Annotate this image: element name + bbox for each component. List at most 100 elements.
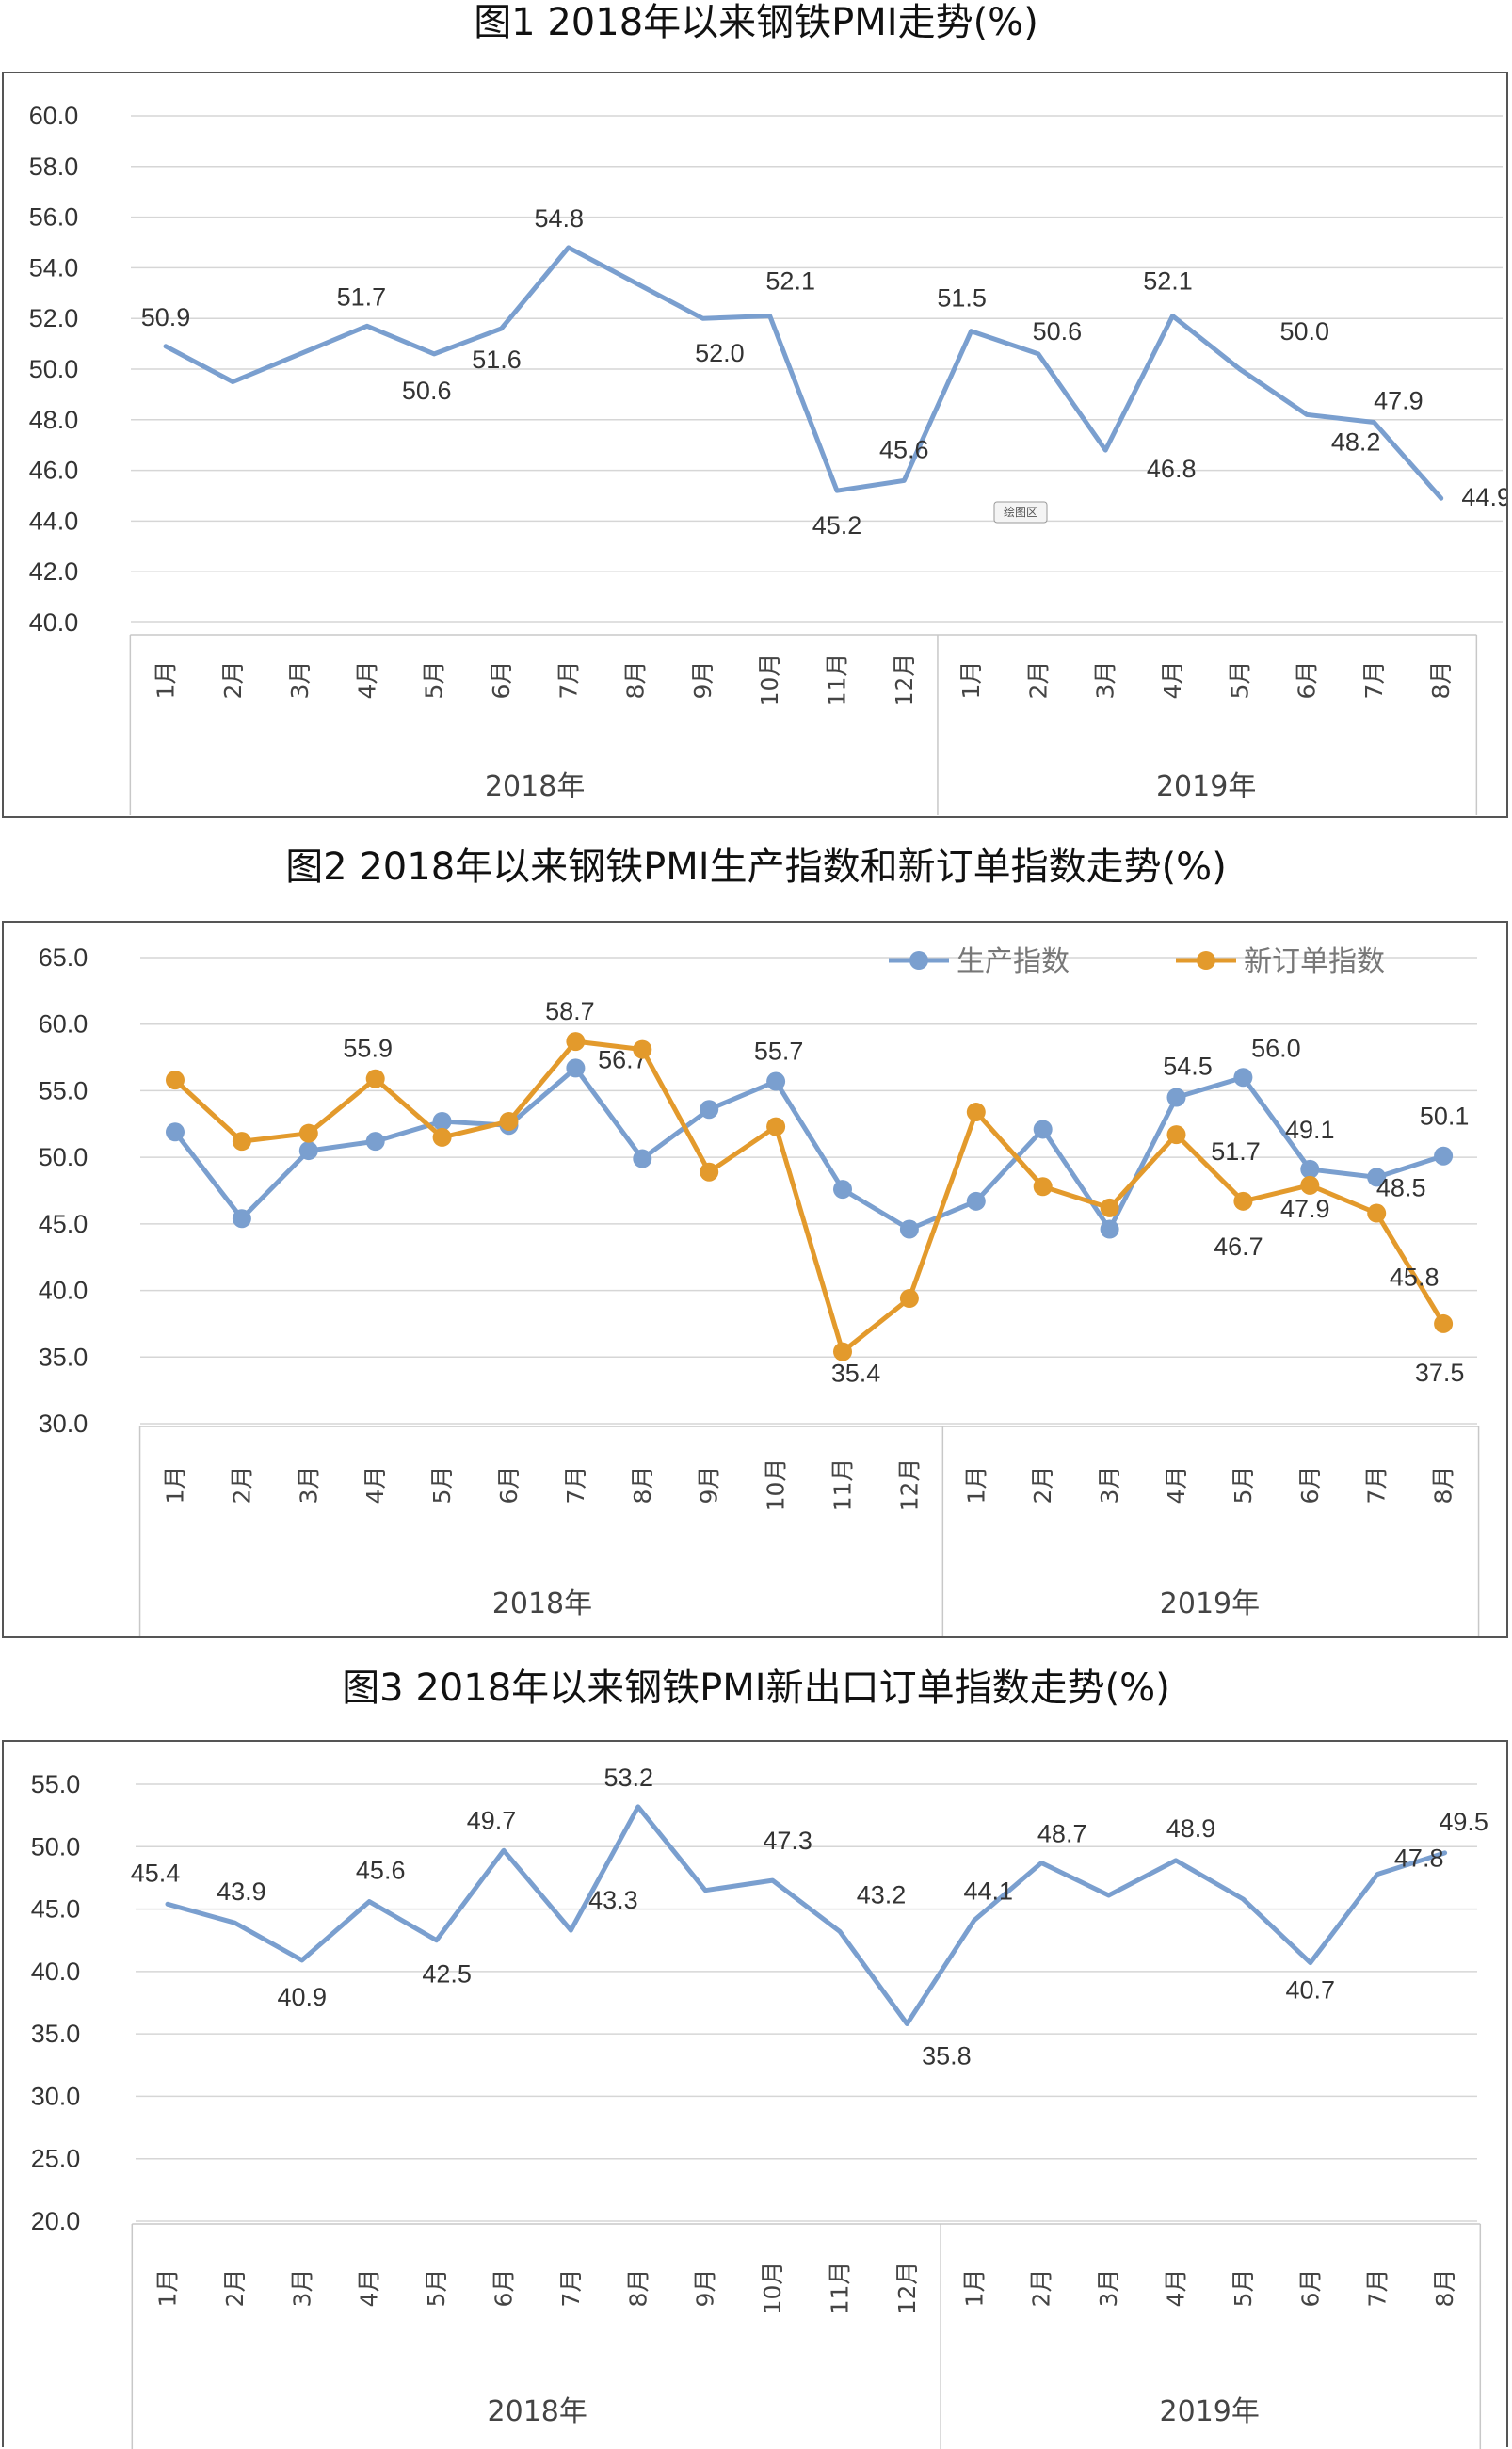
data-point [1367, 1203, 1387, 1223]
x-tick-label: 1月 [153, 661, 180, 700]
data-point [1100, 1198, 1119, 1217]
y-tick-label: 46.0 [29, 457, 79, 485]
chart2-title: 图2 2018年以来钢铁PMI生产指数和新订单指数走势(%) [285, 846, 1227, 889]
legend-marker [1197, 951, 1215, 970]
x-tick-label: 3月 [288, 2269, 315, 2308]
y-tick-label: 45.0 [39, 1210, 88, 1238]
y-tick-label: 60.0 [39, 1010, 88, 1039]
y-tick-label: 40.0 [39, 1277, 88, 1305]
data-point [1100, 1219, 1119, 1239]
y-tick-label: 52.0 [29, 304, 79, 332]
data-label: 46.8 [1147, 455, 1197, 483]
data-point [1166, 1088, 1186, 1107]
data-label: 35.4 [831, 1360, 881, 1388]
y-tick-label: 55.0 [39, 1076, 88, 1104]
x-group-label: 2019年 [1156, 770, 1256, 803]
x-tick-label: 11月 [829, 1458, 857, 1512]
chart3-svg: 20.0 25.0 30.0 35.0 40.0 45.0 50.0 55.0 1月 2月 3月 4月… [31, 1764, 1488, 2449]
data-point [966, 1103, 986, 1122]
data-point [298, 1123, 318, 1143]
data-point [1166, 1125, 1186, 1145]
y-tick-label: 20.0 [31, 2207, 81, 2235]
data-label: 42.5 [422, 1960, 472, 1989]
y-tick-label: 50.0 [31, 1832, 81, 1861]
data-point [1300, 1159, 1320, 1179]
data-label: 50.9 [141, 303, 191, 331]
x-tick-label: 7月 [557, 2269, 585, 2308]
y-tick-label: 55.0 [31, 1770, 81, 1798]
data-label: 51.6 [472, 346, 522, 374]
x-tick-label: 8月 [1427, 661, 1455, 700]
x-tick-label: 3月 [295, 1466, 322, 1505]
x-tick-label: 5月 [423, 2269, 450, 2308]
data-point [1367, 1168, 1387, 1187]
x-tick-label: 5月 [1230, 1466, 1257, 1505]
x-tick-label: 3月 [286, 661, 314, 700]
x-tick-label: 5月 [1230, 2269, 1257, 2308]
x-tick-label: 7月 [1363, 1466, 1391, 1505]
data-label: 45.8 [1390, 1264, 1440, 1292]
x-tick-label: 10月 [759, 2262, 786, 2315]
series-line [165, 1804, 1448, 2026]
data-point [232, 1132, 251, 1152]
x-tick-label: 9月 [696, 1466, 723, 1505]
data-label: 50.0 [1280, 317, 1330, 346]
x-tick-label: 6月 [1294, 661, 1321, 700]
series-line [172, 1039, 1446, 1355]
data-label: 48.2 [1331, 427, 1381, 456]
x-tick-label: 5月 [1226, 661, 1253, 700]
data-point [365, 1069, 385, 1088]
data-point [365, 1132, 385, 1152]
data-point [1434, 1313, 1454, 1333]
data-label: 50.1 [1420, 1103, 1470, 1131]
data-label: 53.2 [604, 1764, 654, 1792]
data-label: 44.1 [964, 1877, 1014, 1906]
data-label: 43.2 [857, 1880, 907, 1909]
x-tick-label: 2月 [1028, 2269, 1055, 2308]
y-tick-label: 30.0 [31, 2082, 81, 2110]
x-tick-label: 12月 [891, 653, 918, 707]
data-point [166, 1071, 185, 1090]
data-label: 46.7 [1214, 1233, 1263, 1261]
chart1-title: 图1 2018年以来钢铁PMI走势(%) [474, 1, 1038, 44]
plot-area-badge-text: 绘图区 [1004, 505, 1037, 519]
data-label: 45.6 [356, 1857, 406, 1885]
x-tick-label: 4月 [356, 2269, 383, 2308]
x-tick-label: 3月 [1096, 1466, 1123, 1505]
data-label: 55.7 [754, 1038, 804, 1066]
x-tick-label: 8月 [1431, 2269, 1458, 2308]
x-tick-label: 10月 [756, 653, 783, 707]
y-tick-label: 58.0 [29, 153, 79, 181]
y-tick-label: 35.0 [39, 1343, 88, 1371]
data-point [966, 1191, 986, 1211]
x-tick-label: 8月 [1430, 1466, 1457, 1505]
x-group-label: 2018年 [485, 770, 585, 803]
x-tick-label: 3月 [1092, 661, 1119, 700]
y-tick-label: 50.0 [39, 1143, 88, 1171]
data-label: 56.0 [1251, 1034, 1301, 1062]
data-point [499, 1111, 519, 1131]
data-point [899, 1219, 919, 1239]
data-point [432, 1111, 452, 1131]
data-point [766, 1117, 786, 1136]
data-point [633, 1149, 652, 1168]
series-line [172, 1065, 1446, 1232]
y-tick-label: 35.0 [31, 2020, 81, 2048]
y-tick-label: 65.0 [39, 943, 88, 972]
data-point [833, 1342, 852, 1361]
x-tick-label: 7月 [1360, 661, 1388, 700]
data-label: 45.4 [131, 1859, 181, 1887]
x-tick-label: 6月 [1296, 2269, 1324, 2308]
y-tick-label: 25.0 [31, 2145, 81, 2173]
data-label: 37.5 [1415, 1359, 1465, 1387]
data-label: 40.9 [278, 1983, 328, 2011]
data-label: 51.5 [937, 284, 987, 313]
y-tick-label: 45.0 [31, 1895, 81, 1924]
data-label: 58.7 [545, 997, 595, 1025]
x-tick-label: 8月 [629, 1466, 656, 1505]
x-tick-label: 4月 [1163, 2269, 1190, 2308]
data-point [1233, 1191, 1253, 1211]
data-point [633, 1039, 652, 1059]
data-point [766, 1071, 786, 1091]
